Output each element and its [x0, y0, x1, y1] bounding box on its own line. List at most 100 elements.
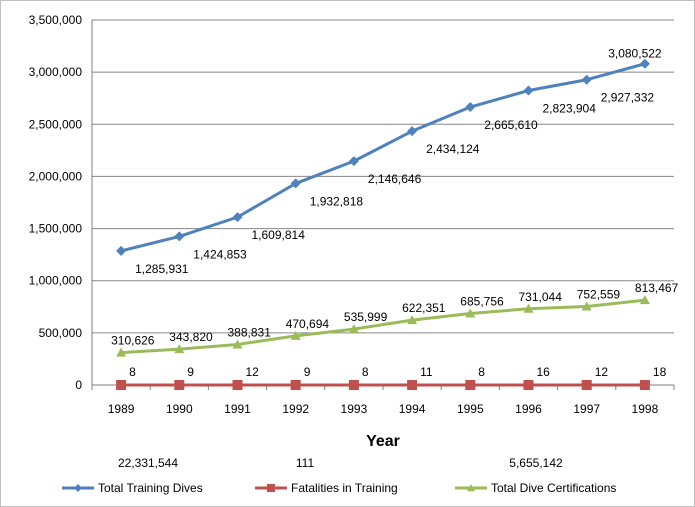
- legend-label: Fatalities in Training: [291, 481, 398, 495]
- triangle-marker: [174, 344, 185, 354]
- legend-item: Total Dive Certifications: [455, 481, 616, 495]
- square-marker: [232, 379, 243, 390]
- legend: Total Training Dives Fatalities in Traini…: [62, 481, 616, 495]
- triangle-marker: [116, 347, 127, 357]
- data-label: 8: [478, 365, 485, 379]
- data-labels: 1,285,931 1,424,853 1,609,814 1,932,818 2,14…: [111, 47, 679, 379]
- diamond-marker: [465, 102, 476, 113]
- data-label: 731,044: [519, 290, 563, 304]
- triangle-marker: [467, 484, 475, 492]
- data-label: 343,820: [169, 330, 213, 344]
- square-marker: [407, 379, 418, 390]
- data-label: 1,424,853: [193, 247, 247, 261]
- diamond-marker: [523, 85, 534, 96]
- data-label: 470,694: [286, 317, 330, 331]
- data-label: 310,626: [111, 334, 155, 348]
- y-axis-tick-labels: 0 500,000 1,000,000 1,500,000 2,000,000 2,500…: [29, 13, 83, 392]
- x-tick-label: 1989: [108, 402, 135, 416]
- x-tick-label: 1997: [573, 402, 600, 416]
- data-label: 535,999: [344, 310, 388, 324]
- data-label: 12: [246, 365, 260, 379]
- data-label: 388,831: [228, 325, 272, 339]
- data-label: 9: [304, 365, 311, 379]
- series-line: [120, 62, 646, 253]
- diamond-marker: [74, 484, 82, 492]
- square-marker: [581, 379, 592, 390]
- data-label: 3,080,522: [608, 47, 662, 61]
- data-label: 685,756: [460, 294, 504, 308]
- series-total: 111: [296, 456, 315, 470]
- data-label: 9: [187, 365, 194, 379]
- data-label: 2,146,646: [368, 172, 422, 186]
- triangle-marker: [348, 324, 359, 334]
- y-tick-label: 1,000,000: [29, 274, 83, 288]
- diamond-marker: [174, 231, 185, 242]
- x-axis-title: Year: [366, 433, 400, 450]
- data-label: 11: [420, 365, 433, 379]
- square-marker: [290, 379, 301, 390]
- data-label: 1,609,814: [252, 228, 306, 242]
- y-tick-label: 2,000,000: [29, 169, 83, 183]
- data-label: 622,351: [402, 301, 446, 315]
- data-label: 1,285,931: [135, 262, 189, 276]
- data-label: 2,665,610: [484, 118, 538, 132]
- gridlines: [91, 19, 675, 390]
- y-tick-label: 1,500,000: [29, 222, 83, 236]
- data-label: 813,467: [635, 281, 679, 295]
- x-tick-label: 1990: [166, 402, 193, 416]
- x-tick-label: 1994: [399, 402, 426, 416]
- data-label: 2,434,124: [426, 142, 480, 156]
- series-total: 5,655,142: [509, 456, 563, 470]
- square-marker: [267, 484, 275, 492]
- triangle-marker: [407, 315, 418, 325]
- triangle-marker: [290, 330, 301, 340]
- diamond-marker: [639, 58, 650, 69]
- y-tick-label: 3,000,000: [29, 65, 83, 79]
- data-label: 16: [537, 365, 551, 379]
- data-label: 752,559: [577, 288, 621, 302]
- square-marker: [116, 379, 127, 390]
- series-total: 22,331,544: [118, 456, 178, 470]
- square-marker: [523, 379, 534, 390]
- y-tick-label: 3,500,000: [29, 13, 83, 27]
- x-tick-label: 1996: [515, 402, 542, 416]
- triangle-marker: [232, 339, 243, 349]
- x-tick-label: 1998: [632, 402, 659, 416]
- triangle-marker: [523, 303, 534, 313]
- y-tick-label: 0: [75, 378, 82, 392]
- series-line: [121, 298, 646, 355]
- diamond-marker: [232, 212, 243, 223]
- series-markers: [116, 58, 650, 390]
- x-tick-label: 1993: [341, 402, 368, 416]
- data-label: 8: [362, 365, 369, 379]
- triangle-marker: [581, 301, 592, 311]
- diamond-marker: [290, 178, 301, 189]
- diamond-marker: [348, 156, 359, 167]
- y-tick-label: 500,000: [39, 326, 83, 340]
- square-marker: [465, 379, 476, 390]
- data-label: 2,823,904: [543, 102, 597, 116]
- square-marker: [348, 379, 359, 390]
- data-label: 2,927,332: [601, 91, 655, 105]
- legend-item: Fatalities in Training: [255, 481, 398, 495]
- diamond-marker: [116, 245, 127, 256]
- legend-item: Total Training Dives: [62, 481, 203, 495]
- x-tick-label: 1992: [282, 402, 309, 416]
- series-totals: 22,331,544 111 5,655,142: [118, 456, 563, 470]
- legend-label: Total Training Dives: [98, 481, 203, 495]
- data-label: 1,932,818: [310, 194, 364, 208]
- triangle-marker: [465, 308, 476, 318]
- data-label: 18: [653, 365, 667, 379]
- data-label: 8: [129, 365, 136, 379]
- data-label: 12: [595, 365, 609, 379]
- square-marker: [639, 379, 650, 390]
- y-tick-label: 2,500,000: [29, 117, 83, 131]
- x-axis-tick-labels: 1989 1990 1991 1992 1993 1994 1995 1996 1997 1998: [108, 402, 659, 416]
- triangle-marker: [639, 295, 650, 305]
- series-lines: [120, 62, 646, 387]
- square-marker: [174, 379, 185, 390]
- diamond-marker: [581, 74, 592, 85]
